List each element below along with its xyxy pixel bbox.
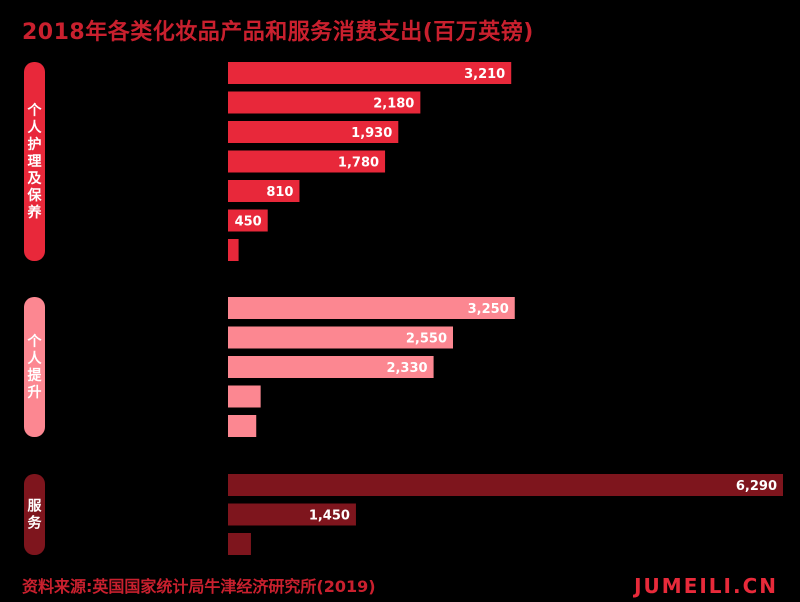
bar-value-label: 3,250 (468, 302, 509, 317)
bar (228, 474, 783, 496)
bar (228, 297, 515, 319)
bar-value-label: 3,210 (464, 67, 505, 82)
group-label: 服务 (28, 498, 43, 531)
bar-value-label: 450 (235, 215, 262, 230)
bar (228, 415, 257, 437)
bar (228, 326, 453, 349)
bar-value-label: 2,330 (386, 361, 427, 376)
bar-value-label: 1,450 (309, 509, 350, 524)
chart-title: 2018年各类化妆品产品和服务消费支出(百万英镑) (22, 20, 534, 45)
bar-value-label: 810 (266, 185, 293, 200)
bar (228, 356, 434, 378)
bar-value-label: 1,930 (351, 126, 392, 141)
bar (228, 209, 268, 232)
group-label-box (24, 474, 45, 555)
bar (228, 62, 512, 84)
bar-value-label: 6,290 (736, 479, 777, 494)
bar (228, 121, 399, 143)
bar (228, 533, 251, 555)
group-label-box (24, 62, 45, 261)
brand-watermark: JUMEILI.CN (634, 574, 778, 598)
bar (228, 239, 239, 261)
bar (228, 503, 356, 526)
group-label: 个人护理及保养 (27, 102, 43, 221)
bar-value-label: 2,550 (406, 332, 447, 347)
bar (228, 91, 421, 114)
bar-value-label: 2,180 (373, 97, 414, 112)
group-label-box (24, 297, 45, 437)
source-note: 资料来源:英国国家统计局牛津经济研究所(2019) (22, 577, 376, 596)
bar-value-label: 1,780 (338, 156, 379, 171)
bar (228, 180, 300, 202)
bar (228, 385, 261, 408)
group-label: 个人提升 (27, 333, 43, 401)
bar (228, 150, 386, 173)
